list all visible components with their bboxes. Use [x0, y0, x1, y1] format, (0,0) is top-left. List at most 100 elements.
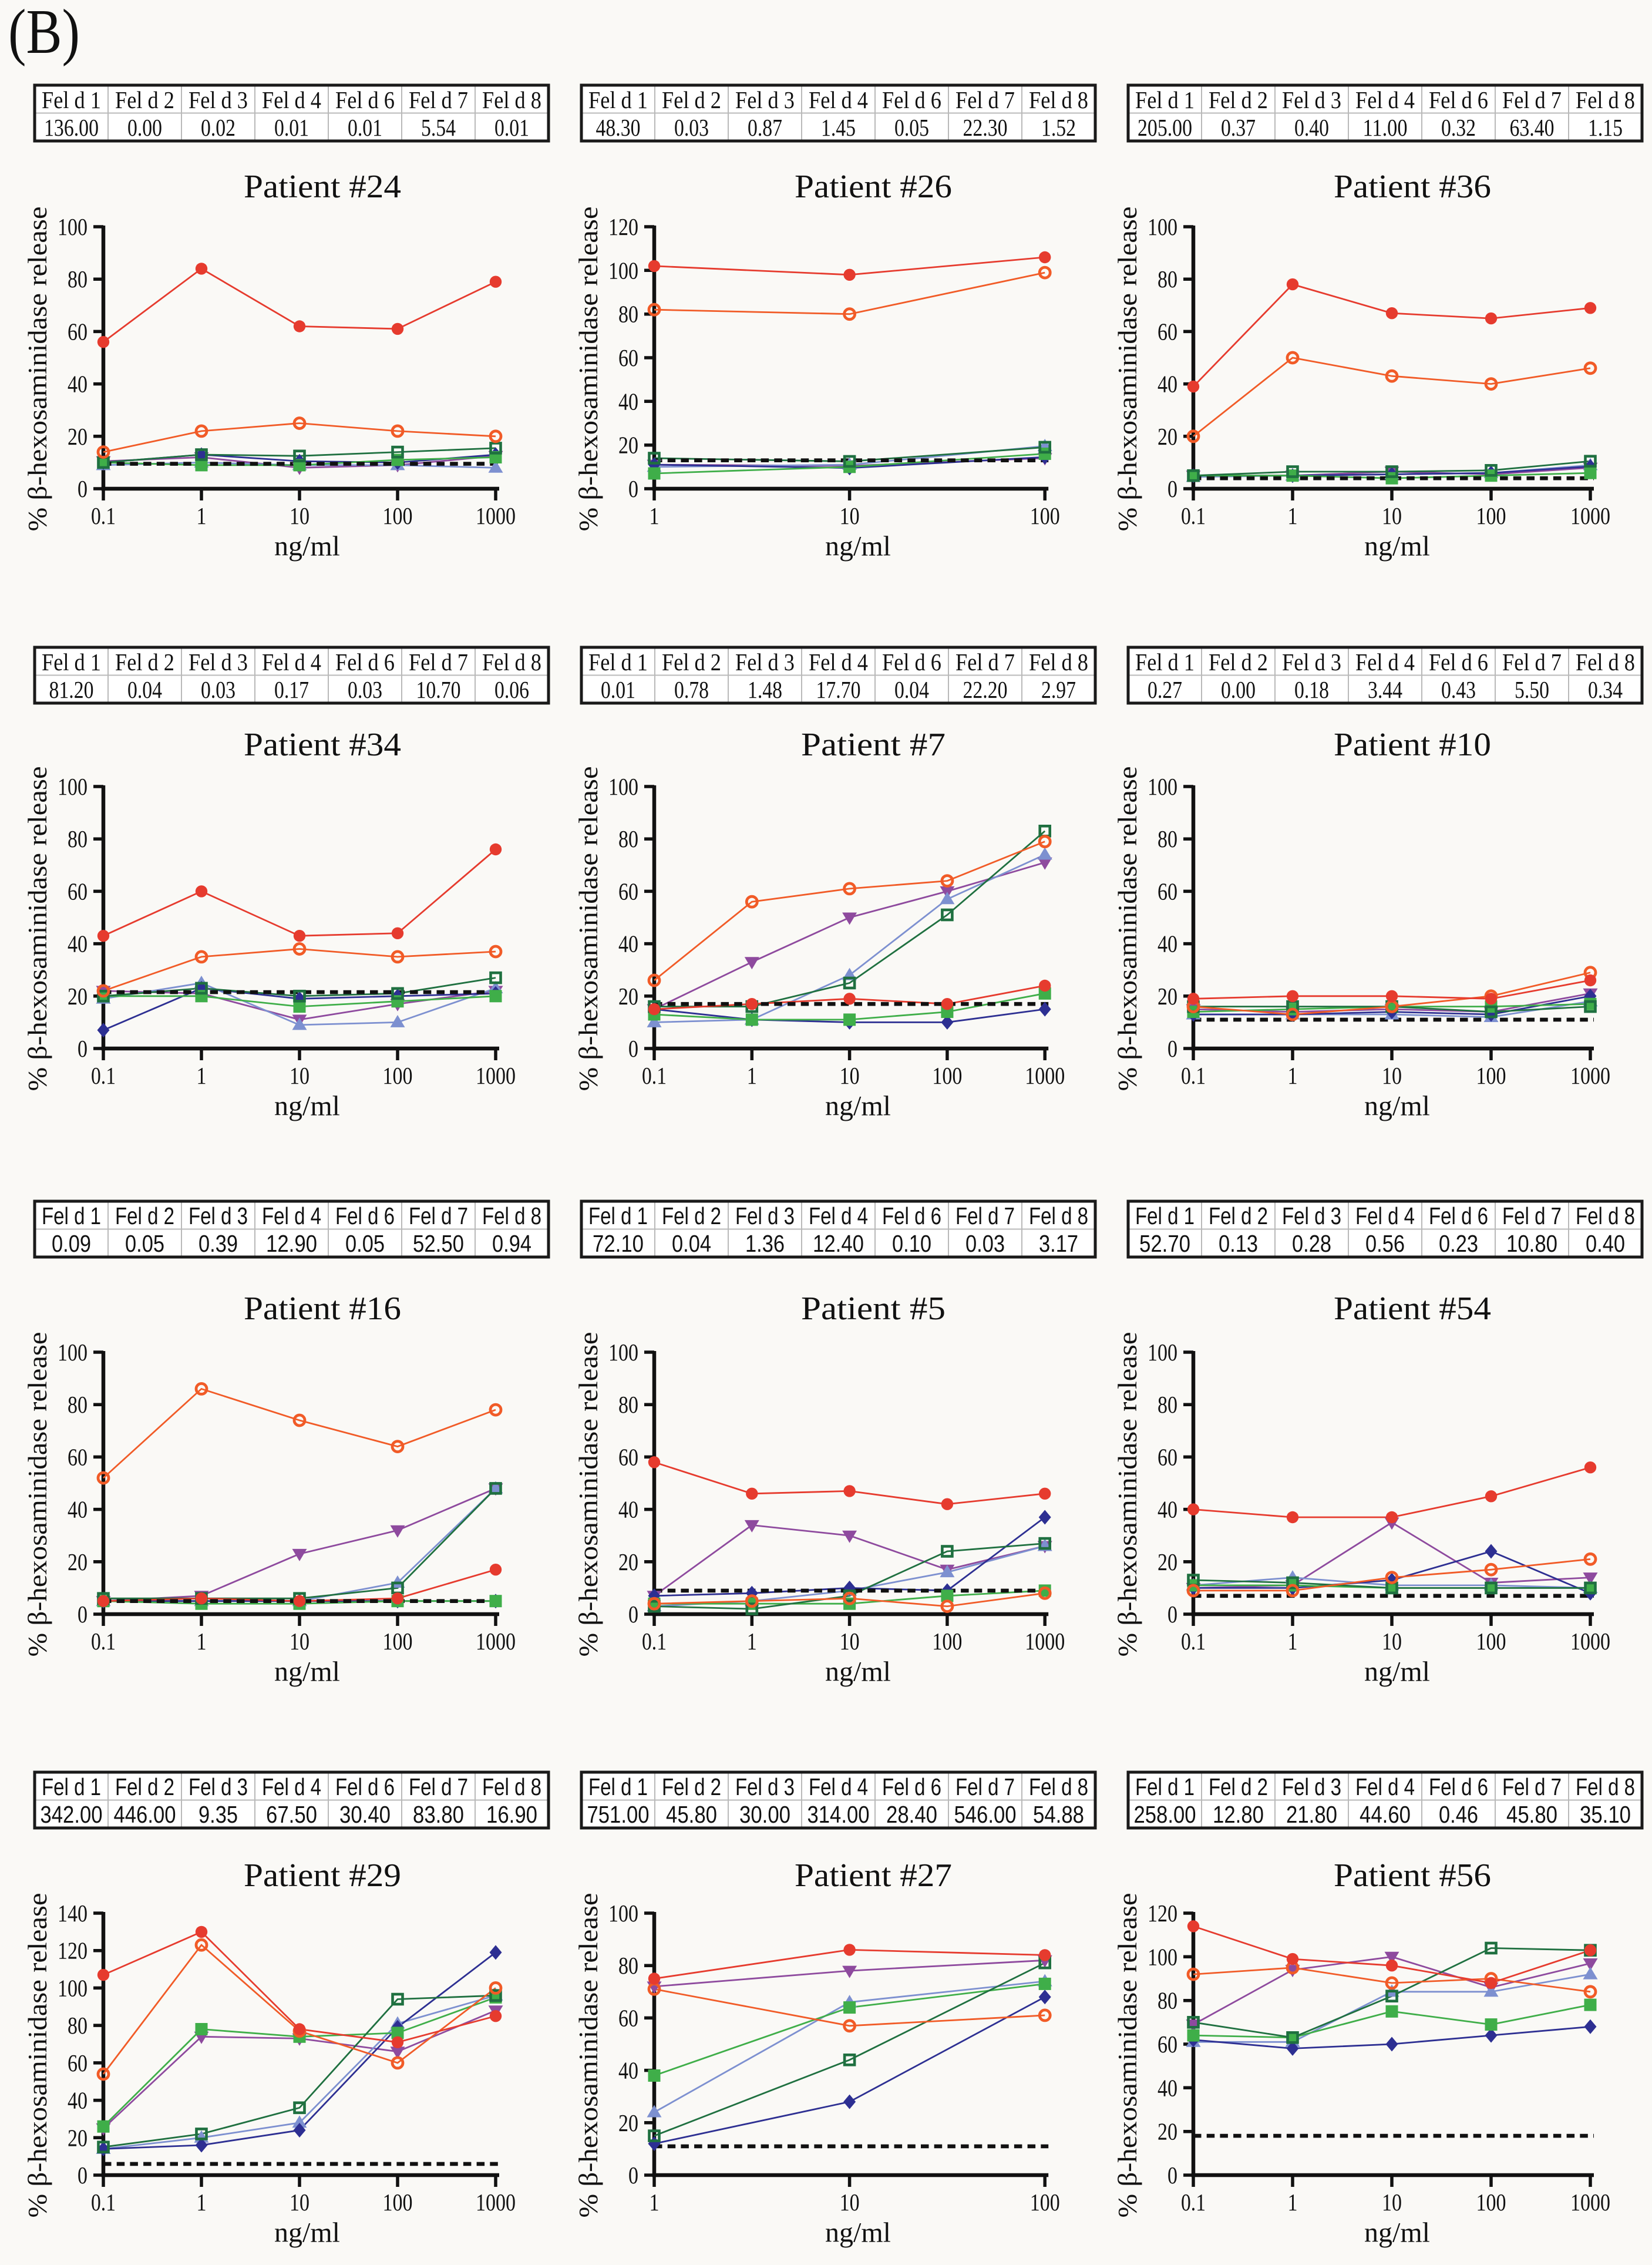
svg-text:20: 20 — [68, 983, 88, 1010]
svg-text:0.1: 0.1 — [1181, 1062, 1206, 1089]
svg-text:Fel d 3: Fel d 3 — [1282, 1202, 1341, 1229]
svg-text:Fel d 6: Fel d 6 — [1429, 86, 1488, 113]
svg-text:Patient #24: Patient #24 — [244, 169, 401, 205]
svg-text:% β-hexosaminidase release: % β-hexosaminidase release — [23, 767, 52, 1091]
svg-text:% β-hexosaminidase release: % β-hexosaminidase release — [574, 207, 603, 532]
svg-text:314.00: 314.00 — [808, 1801, 870, 1828]
svg-text:Fel d 1: Fel d 1 — [42, 86, 101, 113]
svg-text:Fel d 8: Fel d 8 — [1029, 86, 1088, 113]
svg-text:0.37: 0.37 — [1221, 114, 1256, 141]
svg-text:Fel d 8: Fel d 8 — [482, 1202, 541, 1229]
svg-text:1000: 1000 — [1570, 2189, 1610, 2216]
svg-text:ng/ml: ng/ml — [274, 2217, 340, 2249]
svg-text:1: 1 — [1288, 502, 1298, 529]
svg-text:0.01: 0.01 — [601, 676, 635, 703]
svg-text:0: 0 — [1167, 1035, 1177, 1062]
svg-text:12.40: 12.40 — [813, 1230, 864, 1257]
svg-text:67.50: 67.50 — [266, 1801, 317, 1828]
svg-text:Fel d 7: Fel d 7 — [409, 86, 468, 113]
svg-text:1: 1 — [747, 1628, 757, 1655]
svg-text:ng/ml: ng/ml — [274, 1091, 340, 1122]
svg-text:0.1: 0.1 — [91, 2189, 116, 2216]
svg-text:10: 10 — [1382, 1628, 1402, 1655]
svg-text:Fel d 3: Fel d 3 — [1282, 86, 1341, 113]
svg-text:120: 120 — [608, 213, 638, 240]
svg-text:0.23: 0.23 — [1439, 1230, 1478, 1257]
svg-text:10: 10 — [840, 1628, 860, 1655]
svg-text:Fel d 6: Fel d 6 — [1429, 1773, 1488, 1800]
svg-text:48.30: 48.30 — [596, 114, 641, 141]
svg-text:Fel d 8: Fel d 8 — [482, 648, 541, 676]
svg-text:0.1: 0.1 — [91, 502, 116, 529]
svg-text:60: 60 — [68, 2049, 88, 2076]
svg-text:Fel d 4: Fel d 4 — [809, 648, 868, 676]
svg-text:Fel d 1: Fel d 1 — [42, 1773, 101, 1800]
svg-text:120: 120 — [58, 1937, 88, 1964]
svg-text:0.1: 0.1 — [1181, 502, 1206, 529]
svg-text:Fel d 8: Fel d 8 — [1576, 1773, 1635, 1800]
svg-text:Fel d 8: Fel d 8 — [1576, 86, 1635, 113]
svg-text:0.87: 0.87 — [748, 114, 782, 141]
svg-text:72.10: 72.10 — [593, 1230, 644, 1257]
svg-text:0.27: 0.27 — [1148, 676, 1182, 703]
svg-text:20: 20 — [68, 1548, 88, 1575]
svg-text:1: 1 — [650, 502, 660, 529]
svg-text:1: 1 — [1288, 1062, 1298, 1089]
svg-text:0.34: 0.34 — [1588, 676, 1623, 703]
svg-text:80: 80 — [68, 1391, 88, 1418]
svg-text:0: 0 — [628, 475, 638, 502]
svg-text:% β-hexosaminidase release: % β-hexosaminidase release — [574, 767, 603, 1091]
svg-text:Fel d 6: Fel d 6 — [882, 648, 941, 676]
svg-text:0.40: 0.40 — [1586, 1230, 1625, 1257]
svg-text:Fel d 7: Fel d 7 — [409, 1773, 468, 1800]
svg-text:Fel d 7: Fel d 7 — [1502, 648, 1562, 676]
svg-text:100: 100 — [383, 1062, 413, 1089]
svg-text:20: 20 — [68, 423, 88, 450]
svg-text:Fel d 4: Fel d 4 — [809, 1202, 868, 1229]
svg-text:1000: 1000 — [1025, 1062, 1065, 1089]
svg-text:0.18: 0.18 — [1294, 676, 1329, 703]
svg-text:0.04: 0.04 — [672, 1230, 711, 1257]
svg-text:0.01: 0.01 — [494, 114, 529, 141]
svg-text:Fel d 2: Fel d 2 — [662, 648, 721, 676]
svg-text:Fel d 6: Fel d 6 — [335, 648, 395, 676]
svg-text:Fel d 6: Fel d 6 — [882, 86, 941, 113]
svg-text:ng/ml: ng/ml — [1364, 531, 1430, 562]
svg-text:Fel d 4: Fel d 4 — [809, 1773, 868, 1800]
svg-text:Fel d 4: Fel d 4 — [809, 86, 868, 113]
svg-text:Fel d 1: Fel d 1 — [588, 1202, 648, 1229]
svg-text:Fel d 6: Fel d 6 — [335, 1202, 395, 1229]
svg-text:Patient #54: Patient #54 — [1334, 1291, 1491, 1327]
svg-text:1.36: 1.36 — [745, 1230, 785, 1257]
svg-text:Fel d 6: Fel d 6 — [1429, 648, 1488, 676]
svg-text:60: 60 — [68, 318, 88, 345]
svg-text:100: 100 — [58, 1339, 88, 1366]
svg-text:0.01: 0.01 — [348, 114, 382, 141]
svg-text:Fel d 3: Fel d 3 — [735, 1202, 795, 1229]
svg-text:Fel d 6: Fel d 6 — [882, 1773, 941, 1800]
svg-text:100: 100 — [608, 1900, 638, 1927]
svg-text:100: 100 — [1476, 1628, 1506, 1655]
svg-text:52.70: 52.70 — [1139, 1230, 1190, 1257]
svg-text:0: 0 — [628, 1035, 638, 1062]
svg-text:Fel d 2: Fel d 2 — [115, 1773, 174, 1800]
svg-text:Fel d 3: Fel d 3 — [1282, 1773, 1341, 1800]
svg-text:40: 40 — [618, 1496, 638, 1523]
svg-text:10: 10 — [1382, 1062, 1402, 1089]
svg-text:35.10: 35.10 — [1580, 1801, 1631, 1828]
svg-text:Fel d 1: Fel d 1 — [588, 1773, 648, 1800]
svg-text:3.17: 3.17 — [1039, 1230, 1078, 1257]
svg-text:1000: 1000 — [476, 502, 516, 529]
svg-text:Fel d 4: Fel d 4 — [262, 648, 321, 676]
svg-text:80: 80 — [68, 2012, 88, 2039]
svg-text:10: 10 — [290, 502, 309, 529]
svg-text:Fel d 7: Fel d 7 — [409, 1202, 468, 1229]
svg-text:Fel d 6: Fel d 6 — [1429, 1202, 1488, 1229]
svg-text:44.60: 44.60 — [1360, 1801, 1411, 1828]
svg-text:% β-hexosaminidase release: % β-hexosaminidase release — [574, 1332, 603, 1657]
svg-text:20: 20 — [1158, 983, 1177, 1010]
svg-text:0.43: 0.43 — [1441, 676, 1476, 703]
svg-text:100: 100 — [58, 213, 88, 240]
svg-text:1: 1 — [747, 1062, 757, 1089]
svg-text:Fel d 2: Fel d 2 — [1209, 1773, 1268, 1800]
